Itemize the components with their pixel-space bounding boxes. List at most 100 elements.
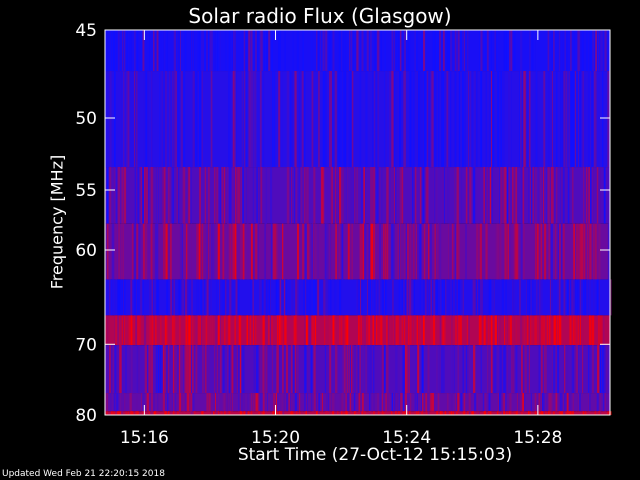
band-streak — [187, 223, 189, 280]
band-streak — [199, 30, 201, 72]
band-streak — [572, 393, 574, 412]
band-streak — [178, 30, 180, 72]
band-streak — [584, 411, 587, 415]
band-streak — [374, 71, 376, 168]
band-streak — [391, 223, 394, 280]
band-streak — [130, 279, 133, 316]
band-streak — [166, 223, 168, 280]
band-streak — [515, 279, 517, 316]
band-streak — [572, 167, 573, 224]
band-streak — [363, 315, 366, 346]
band-streak — [430, 315, 433, 346]
band-streak — [456, 30, 458, 72]
band-streak — [296, 345, 299, 394]
band-streak — [278, 71, 281, 168]
band-streak — [330, 279, 332, 316]
band-streak — [316, 411, 318, 415]
band-streak — [423, 30, 426, 72]
band-streak — [214, 345, 217, 394]
band-streak — [460, 30, 463, 72]
band-streak — [242, 223, 245, 280]
band-streak — [160, 345, 163, 394]
band-streak — [200, 315, 203, 346]
band-streak — [592, 71, 593, 168]
band-streak — [521, 167, 524, 224]
band-streak — [535, 71, 538, 168]
band-streak — [505, 279, 507, 316]
band-streak — [559, 315, 561, 346]
band-streak — [506, 167, 510, 224]
band-streak — [559, 223, 561, 280]
band-streak — [407, 393, 409, 412]
band-streak — [417, 71, 420, 168]
band-streak — [156, 30, 159, 72]
band-streak — [219, 345, 222, 394]
band-streak — [281, 315, 283, 346]
band-streak — [243, 167, 245, 224]
band-streak — [305, 279, 307, 316]
band-streak — [131, 393, 133, 412]
band-streak — [508, 411, 510, 415]
band-streak — [495, 315, 497, 346]
band-streak — [518, 393, 520, 412]
band-streak — [290, 411, 293, 415]
band-streak — [530, 167, 532, 224]
band-streak — [177, 411, 179, 415]
band-streak — [200, 411, 204, 415]
band-streak — [569, 315, 572, 346]
band-streak — [488, 345, 491, 394]
band-streak — [142, 223, 145, 280]
band-streak — [470, 393, 472, 412]
band-streak — [502, 345, 506, 394]
band-streak — [353, 167, 356, 224]
band-streak — [136, 393, 138, 412]
band-streak — [346, 315, 349, 346]
band-streak — [169, 345, 171, 394]
band-streak — [286, 345, 289, 394]
band-streak — [600, 315, 603, 346]
band-streak — [295, 411, 298, 415]
band-streak — [307, 279, 309, 316]
band-streak — [325, 30, 328, 72]
band-streak — [509, 393, 512, 412]
band-streak — [492, 345, 494, 394]
band-streak — [116, 393, 119, 412]
band-streak — [130, 411, 132, 415]
band-streak — [304, 393, 306, 412]
band-streak — [226, 167, 229, 224]
band-streak — [337, 71, 340, 168]
band-streak — [265, 345, 268, 394]
band-streak — [124, 345, 127, 394]
band-streak — [548, 71, 550, 168]
band-streak — [423, 223, 426, 280]
band-streak — [293, 411, 295, 415]
band-streak — [107, 345, 109, 394]
band-streak — [546, 393, 548, 412]
band-streak — [519, 279, 521, 316]
band-streak — [389, 71, 391, 168]
band-streak — [241, 71, 244, 168]
y-axis-label: Frequency [MHz] — [47, 154, 67, 290]
band-streak — [572, 315, 575, 346]
band-streak — [534, 393, 537, 412]
band-streak — [236, 279, 238, 316]
band-streak — [129, 393, 132, 412]
band-streak — [377, 71, 379, 168]
band-streak — [573, 279, 576, 316]
band-streak — [412, 279, 415, 316]
band-streak — [505, 223, 508, 280]
band-streak — [484, 393, 487, 412]
band-streak — [210, 411, 213, 415]
band-streak — [357, 279, 359, 316]
band-streak — [435, 279, 438, 316]
band-streak — [339, 393, 342, 412]
x-tick-label: 15:20 — [251, 428, 300, 448]
band-streak — [161, 167, 164, 224]
band-streak — [334, 393, 336, 412]
band-streak — [250, 223, 253, 280]
band-streak — [549, 71, 552, 168]
band-streak — [171, 223, 172, 280]
band-streak — [144, 167, 147, 224]
band-streak — [312, 393, 314, 412]
band-streak — [570, 30, 572, 72]
